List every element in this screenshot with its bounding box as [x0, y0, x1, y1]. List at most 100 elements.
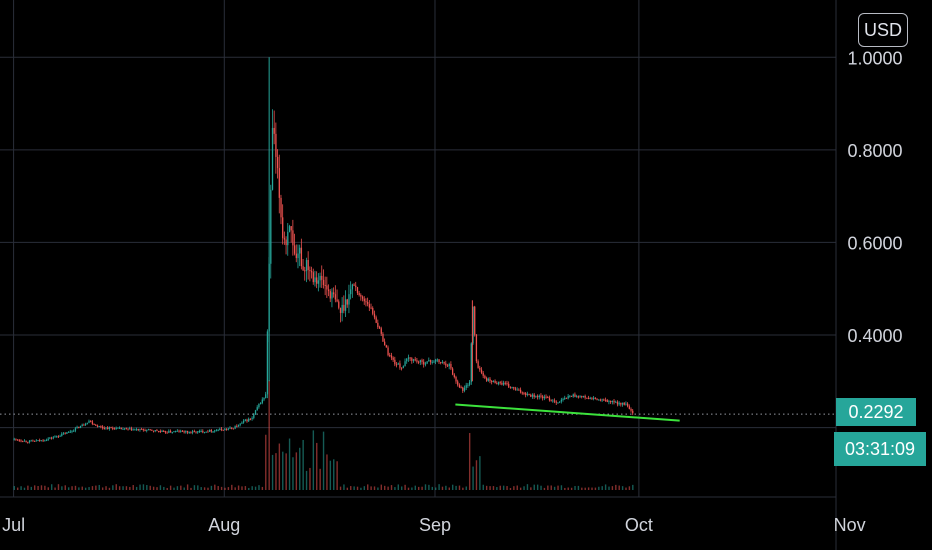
candle-body	[502, 382, 505, 385]
candle-body	[591, 397, 593, 399]
candle-body	[73, 430, 75, 432]
candle-body	[576, 396, 578, 398]
candle-body	[523, 392, 525, 394]
volume-bar	[502, 485, 505, 490]
candle-body	[37, 440, 39, 442]
candle-body	[501, 382, 503, 385]
candle-body	[496, 383, 498, 385]
volume-bar	[50, 484, 53, 490]
volume-bar	[268, 380, 270, 490]
candle-body	[169, 430, 172, 433]
candle-body	[358, 292, 360, 295]
volume-bar	[553, 486, 556, 490]
candle-body	[175, 431, 177, 433]
candle-body	[472, 306, 474, 344]
volume-bar	[496, 487, 498, 490]
candle-body	[285, 239, 287, 246]
candle-body	[44, 440, 46, 442]
candle-body	[171, 432, 173, 434]
candle-body	[616, 401, 619, 405]
volume-bar	[13, 486, 15, 490]
volume-bar	[428, 484, 430, 490]
volume-bar	[224, 487, 226, 490]
volume-bar	[380, 484, 383, 490]
volume-bar	[513, 486, 515, 490]
candle-body	[28, 440, 31, 443]
volume-bar	[594, 487, 597, 490]
candle-body	[33, 440, 36, 442]
candle-body	[190, 431, 192, 433]
candle-body	[76, 426, 78, 429]
volume-bar	[404, 484, 406, 490]
candle-body	[450, 363, 452, 369]
volume-bar	[438, 484, 440, 490]
candle-body	[509, 386, 512, 388]
candle-body	[66, 432, 68, 434]
candle-body	[348, 294, 350, 305]
candle-body	[487, 378, 489, 381]
candle-body	[293, 245, 296, 254]
candle-body	[151, 429, 153, 431]
candle-body	[367, 301, 369, 305]
x-tick-label: Sep	[419, 515, 451, 535]
volume-bar	[329, 460, 332, 490]
candle-body	[370, 307, 372, 309]
candle-body	[86, 422, 88, 424]
volume-bar	[193, 485, 196, 490]
volume-bar	[88, 487, 90, 490]
candle-body	[350, 289, 352, 295]
candle-body	[455, 376, 457, 382]
candle-body	[511, 387, 513, 389]
currency-button[interactable]: USD	[858, 13, 908, 47]
candle-body	[239, 423, 241, 425]
candle-body	[107, 427, 109, 430]
candle-body	[314, 277, 316, 283]
candle-body	[360, 294, 362, 297]
candle-body	[436, 359, 438, 361]
candle-body	[93, 423, 95, 425]
candle-body	[251, 417, 253, 419]
candle-body	[258, 403, 260, 408]
candle-body	[378, 327, 381, 329]
volume-bar	[67, 487, 70, 490]
candle-body	[52, 437, 54, 439]
candle-body	[163, 431, 165, 433]
candle-body	[618, 402, 620, 405]
candle-body	[401, 367, 403, 369]
volume-bar	[536, 484, 539, 490]
candle-body	[355, 285, 357, 288]
candle-body	[334, 294, 337, 300]
volume-bar	[47, 487, 49, 490]
volume-bar	[251, 486, 253, 490]
trendline[interactable]	[455, 403, 680, 422]
candle-body	[125, 428, 128, 430]
candle-body	[341, 304, 343, 313]
volume-bar	[207, 487, 209, 490]
x-tick-label: Nov	[834, 515, 866, 535]
candle-body	[249, 418, 252, 420]
volume-bar	[584, 487, 586, 490]
candle-body	[387, 347, 389, 356]
candle-body	[375, 317, 377, 323]
volume-bar	[363, 486, 366, 490]
volume-bar	[258, 485, 260, 490]
volume-bar	[132, 485, 134, 490]
candle-body	[484, 375, 486, 379]
volume-bar	[200, 487, 202, 490]
candle-body	[287, 231, 289, 246]
candle-body	[54, 436, 56, 438]
candle-body	[134, 429, 136, 431]
volume-bar	[217, 486, 219, 490]
candle-body	[295, 253, 297, 259]
candle-body	[161, 431, 163, 433]
candle-body	[309, 270, 311, 272]
volume-bar	[183, 487, 185, 490]
candle-body	[197, 431, 199, 433]
candle-body	[254, 410, 257, 415]
candle-body	[61, 433, 63, 436]
candle-body	[538, 395, 540, 398]
candle-body	[504, 382, 506, 384]
candle-body	[632, 410, 634, 414]
